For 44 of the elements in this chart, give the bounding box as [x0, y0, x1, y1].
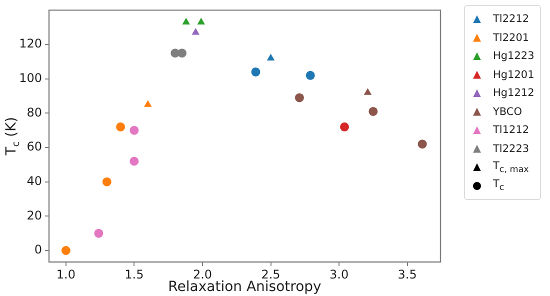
- legend-label: T$_{c, max}$: [493, 160, 529, 175]
- x-tick-label: 3.5: [398, 267, 417, 282]
- legend-label: Tl1212: [493, 124, 530, 136]
- point: [368, 106, 378, 116]
- legend-label: Hg1201: [493, 68, 534, 81]
- x-axis-title: Relaxation Anisotropy: [168, 279, 322, 296]
- point: [130, 126, 139, 135]
- legend-label: Hg1212: [493, 87, 534, 100]
- legend-label: Tl2223: [493, 142, 530, 155]
- point: [197, 18, 206, 24]
- point: [178, 48, 187, 58]
- point: [182, 18, 190, 24]
- point: [340, 122, 350, 132]
- point: [306, 70, 315, 80]
- legend-label: T$_{c}$: [493, 178, 504, 194]
- point: [130, 156, 139, 166]
- point: [251, 67, 260, 76]
- legend-label: Hg1223: [493, 50, 534, 62]
- x-tick-label: 2.5: [261, 267, 280, 282]
- point: [418, 140, 427, 149]
- point: [144, 100, 152, 107]
- y-tick-label: 80: [26, 105, 42, 120]
- point: [102, 177, 112, 186]
- legend-label: YBCO: [493, 106, 522, 118]
- y-axis-title: Tc (K): [4, 116, 22, 156]
- y-tick-label: 100: [19, 70, 42, 85]
- point: [192, 28, 200, 35]
- y-tick-label: 20: [26, 208, 42, 222]
- point: [364, 88, 372, 95]
- legend-label: Tl2212: [493, 13, 530, 26]
- x-tick-label: 2.0: [192, 267, 212, 282]
- legend-label: Tl2201: [493, 32, 530, 44]
- point: [266, 54, 275, 61]
- x-tick-label: 1.0: [56, 267, 76, 282]
- y-tick-label: 40: [26, 174, 42, 188]
- point: [94, 228, 104, 238]
- y-tick-label: 120: [19, 36, 42, 51]
- x-tick-label: 1.5: [124, 267, 144, 282]
- x-tick-label: 3.0: [329, 267, 349, 282]
- point: [294, 93, 304, 102]
- y-tick-label: 0: [34, 242, 42, 257]
- y-tick-label: 60: [26, 140, 42, 154]
- point: [116, 122, 126, 132]
- point: [61, 246, 70, 255]
